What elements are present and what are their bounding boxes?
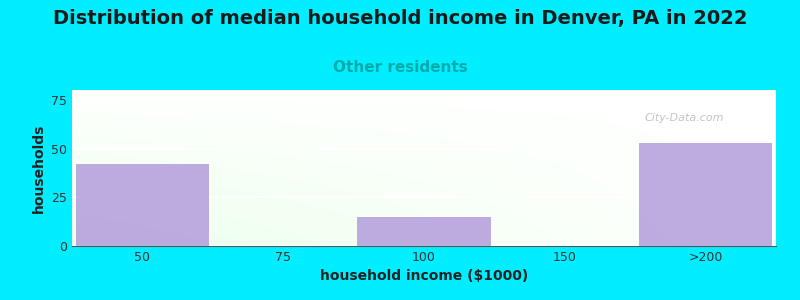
X-axis label: household income ($1000): household income ($1000) <box>320 269 528 284</box>
Bar <box>638 142 773 246</box>
Y-axis label: households: households <box>31 123 46 213</box>
Text: City-Data.com: City-Data.com <box>645 113 724 123</box>
Bar <box>357 217 491 246</box>
Text: Other residents: Other residents <box>333 60 467 75</box>
Bar <box>75 164 210 246</box>
Text: Distribution of median household income in Denver, PA in 2022: Distribution of median household income … <box>53 9 747 28</box>
